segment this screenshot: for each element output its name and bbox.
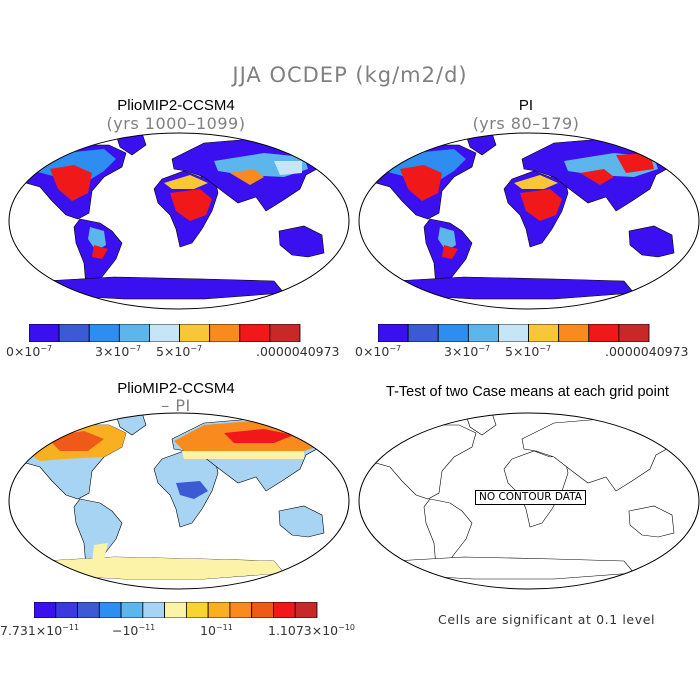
colorbar-pi-swatch-2 bbox=[437, 324, 469, 342]
cb-diff-label-0: 7.731×10−11 bbox=[0, 623, 80, 639]
cb-model-label-3: .0000040973 bbox=[256, 344, 340, 359]
cb-model-label-2: 5×10−7 bbox=[156, 344, 203, 360]
colorbar-pi bbox=[378, 324, 650, 342]
colorbar-model bbox=[29, 324, 301, 342]
colorbar-difference-swatch-10 bbox=[251, 602, 274, 618]
colorbar-pi-swatch-3 bbox=[467, 324, 499, 342]
map-pi bbox=[358, 132, 700, 310]
colorbar-model-swatch-8 bbox=[269, 324, 301, 342]
colorbar-difference-swatch-6 bbox=[164, 602, 187, 618]
colorbar-difference-swatch-12 bbox=[294, 602, 318, 618]
colorbar-difference-swatch-3 bbox=[98, 602, 122, 618]
colorbar-model-swatch-7 bbox=[239, 324, 271, 342]
colorbar-model-swatch-0 bbox=[29, 324, 60, 342]
colorbar-pi-swatch-4 bbox=[498, 324, 529, 342]
panel-title-diff: PlioMIP2-CCSM4 bbox=[117, 380, 235, 397]
map-model bbox=[8, 132, 350, 310]
colorbar-difference-swatch-11 bbox=[273, 602, 296, 618]
colorbar-model-swatches bbox=[29, 324, 301, 342]
panel-subtitle-pi: (yrs 80–179) bbox=[472, 114, 580, 133]
colorbar-difference-swatch-9 bbox=[229, 602, 253, 618]
colorbar-model-swatch-4 bbox=[149, 324, 180, 342]
cb-diff-label-1: −10−11 bbox=[112, 623, 156, 639]
colorbar-model-swatch-1 bbox=[58, 324, 90, 342]
colorbar-difference-swatch-0 bbox=[34, 602, 57, 618]
colorbar-pi-swatch-5 bbox=[528, 324, 560, 342]
cb-diff-label-2: 10−11 bbox=[200, 623, 233, 639]
colorbar-model-swatch-3 bbox=[118, 324, 150, 342]
colorbar-difference-swatches bbox=[34, 602, 318, 618]
colorbar-difference-swatch-7 bbox=[185, 602, 209, 618]
colorbar-difference-swatch-5 bbox=[142, 602, 166, 618]
panel-title-ttest: T-Test of two Case means at each grid po… bbox=[386, 384, 669, 400]
colorbar-difference-swatch-2 bbox=[77, 602, 100, 618]
cb-model-label-1: 3×10−7 bbox=[95, 344, 142, 360]
colorbar-pi-swatch-7 bbox=[588, 324, 620, 342]
cb-model-label-0: 0×10−7 bbox=[6, 344, 53, 360]
colorbar-pi-swatch-6 bbox=[558, 324, 590, 342]
cb-pi-label-0: 0×10−7 bbox=[355, 344, 402, 360]
colorbar-model-swatch-5 bbox=[179, 324, 211, 342]
panel-subtitle-diff: – PI bbox=[161, 396, 191, 415]
panel-title-model: PlioMIP2-CCSM4 bbox=[117, 97, 235, 114]
colorbar-pi-swatch-0 bbox=[378, 324, 409, 342]
cb-pi-label-2: 5×10−7 bbox=[505, 344, 552, 360]
panel-subtitle-model: (yrs 1000–1099) bbox=[106, 114, 246, 133]
colorbar-difference bbox=[34, 602, 318, 618]
no-contour-data-label: NO CONTOUR DATA bbox=[475, 490, 586, 505]
cb-pi-label-1: 3×10−7 bbox=[444, 344, 491, 360]
map-difference bbox=[8, 412, 350, 590]
panel-title-pi: PI bbox=[518, 97, 534, 114]
cb-pi-label-3: .0000040973 bbox=[605, 344, 689, 359]
significance-note: Cells are significant at 0.1 level bbox=[438, 612, 656, 627]
colorbar-pi-swatch-1 bbox=[407, 324, 439, 342]
colorbar-pi-swatch-8 bbox=[618, 324, 650, 342]
main-title: JJA OCDEP (kg/m2/d) bbox=[232, 63, 468, 87]
colorbar-difference-swatch-4 bbox=[120, 602, 144, 618]
colorbar-difference-swatch-1 bbox=[55, 602, 78, 618]
colorbar-model-swatch-2 bbox=[88, 324, 120, 342]
colorbar-difference-swatch-8 bbox=[207, 602, 231, 618]
colorbar-pi-swatches bbox=[378, 324, 650, 342]
cb-diff-label-3: 1.1073×10−10 bbox=[268, 623, 356, 639]
colorbar-model-swatch-6 bbox=[209, 324, 241, 342]
